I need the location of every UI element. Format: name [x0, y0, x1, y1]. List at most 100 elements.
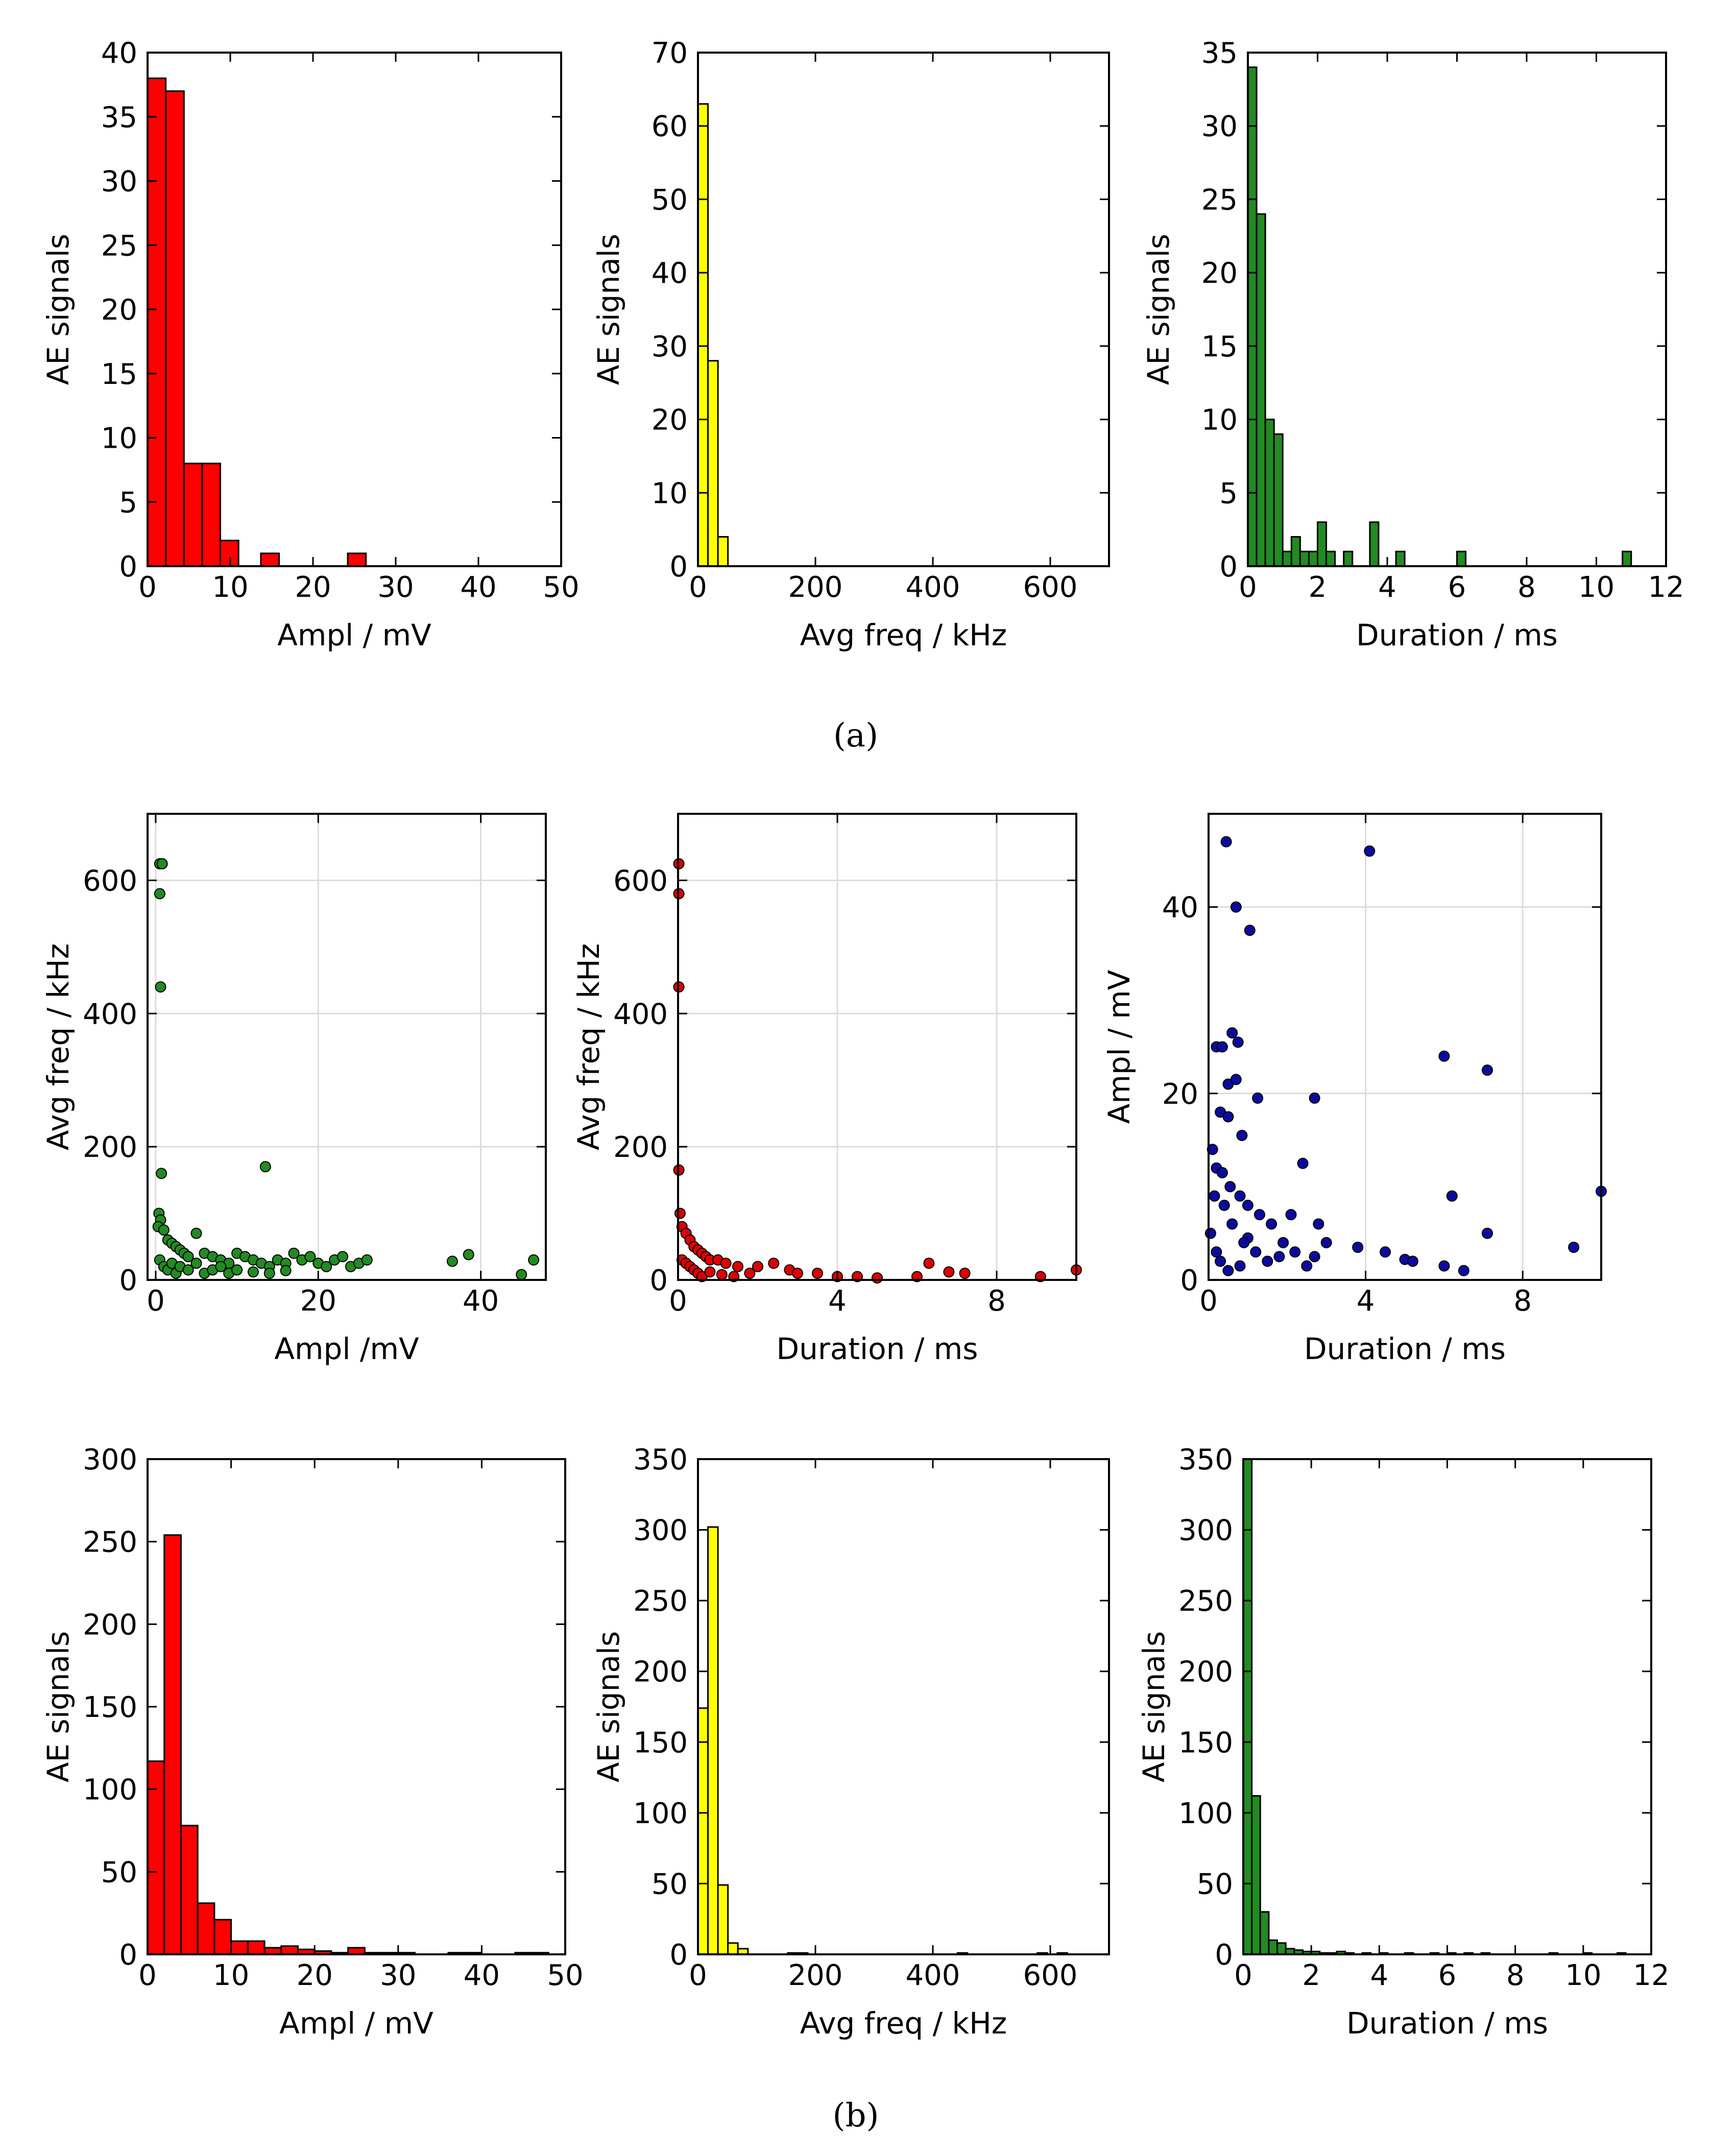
chart-b1-xlabel: Ampl /mV: [274, 1331, 419, 1366]
chart-b6-xtick-label-6: 12: [1633, 1959, 1669, 1992]
chart-b2-point-27: [959, 1267, 971, 1279]
chart-b5-ytick-label-1: 50: [652, 1868, 688, 1901]
panel-b5: 0 200 400 600 0 50 100 150 200 250 300 350 Avg freq …: [591, 1443, 1110, 2041]
chart-b3-point-54: [1273, 1251, 1285, 1263]
chart-b1-point-32: [321, 1261, 332, 1272]
chart-b3-point-27: [1313, 1218, 1324, 1230]
chart-b5-ytick-label-7: 350: [633, 1443, 688, 1476]
chart-b6-ytick-label-7: 350: [1178, 1443, 1233, 1476]
chart-b2-point-36: [704, 1266, 716, 1278]
chart-b5-bar-0: [697, 1707, 709, 1955]
chart-b4-bar-4: [213, 1919, 232, 1955]
chart-b1-ytick-label-3: 600: [83, 864, 137, 898]
chart-a2-bar-1: [707, 360, 719, 567]
chart-b3-point-26: [1285, 1209, 1297, 1221]
chart-b5-ytick-label-3: 150: [633, 1726, 688, 1759]
chart-a3-ytick-label-1: 5: [1219, 477, 1238, 510]
chart-b6-xtick-label-1: 2: [1302, 1959, 1320, 1992]
chart-a3-bar-10: [1343, 550, 1354, 567]
chart-b4-xtick-label-3: 30: [380, 1959, 416, 1992]
chart-a2-xtick-label-1: 200: [788, 571, 843, 604]
chart-b4-bar-5: [230, 1940, 249, 1955]
chart-b1-point-9: [158, 1224, 170, 1236]
chart-b3-point-39: [1277, 1237, 1289, 1248]
chart-a2-ytick-label-6: 60: [652, 110, 688, 143]
chart-b6-ytick-label-1: 50: [1197, 1868, 1233, 1901]
chart-b3-point-24: [1253, 1209, 1265, 1221]
chart-b2-frame: [677, 813, 1077, 1281]
chart-b1-point-37: [361, 1254, 373, 1266]
chart-a1-ytick-label-0: 0: [119, 550, 137, 584]
chart-b3-point-21: [1224, 1181, 1236, 1193]
chart-a3-ytick-label-5: 25: [1201, 183, 1238, 216]
chart-b1-point-4: [156, 1168, 167, 1179]
chart-a3-ytick-label-3: 15: [1201, 330, 1238, 364]
chart-b1-point-28: [288, 1247, 300, 1259]
chart-a1-bar-3: [201, 463, 222, 567]
chart-b1-point-40: [516, 1269, 527, 1280]
chart-b6-xtick-label-5: 10: [1565, 1959, 1601, 1992]
chart-a2-frame: [697, 52, 1110, 567]
chart-b1-ytick-label-2: 400: [83, 998, 137, 1031]
chart-a3-ytick-label-4: 20: [1201, 257, 1238, 290]
chart-b3-point-53: [1234, 1260, 1246, 1272]
chart-b5-xtick-label-2: 400: [906, 1959, 960, 1992]
chart-b6-bar-4: [1276, 1942, 1287, 1955]
chart-a1-ytick-label-6: 30: [101, 165, 137, 199]
chart-b2-ytick-label-3: 600: [613, 864, 668, 898]
chart-a2-ylabel: AE signals: [591, 234, 626, 385]
chart-b2-xtick-label-1: 4: [828, 1285, 847, 1318]
chart-b2-xlabel: Duration / ms: [776, 1331, 978, 1366]
chart-b2-ytick-label-1: 200: [613, 1131, 668, 1164]
chart-b4-bar-0: [147, 1760, 165, 1955]
chart-b6-bar-0: [1242, 1458, 1253, 1955]
chart-b3-point-55: [1301, 1260, 1313, 1272]
chart-b2-point-16: [752, 1261, 763, 1272]
chart-b2-point-37: [716, 1269, 728, 1280]
chart-b5-xtick-label-0: 0: [689, 1959, 707, 1992]
chart-b1-point-49: [190, 1257, 202, 1269]
chart-a3-ytick-label-6: 30: [1201, 110, 1238, 143]
chart-b3-ytick-label-0: 0: [1180, 1264, 1198, 1297]
chart-b4-ytick-label-3: 150: [83, 1691, 137, 1724]
chart-a1-ylabel: AE signals: [41, 234, 76, 385]
chart-b4-xtick-label-4: 40: [464, 1959, 500, 1992]
chart-b4-xtick-label-0: 0: [138, 1959, 157, 1992]
chart-a1-ytick-label-5: 25: [101, 229, 137, 262]
chart-b6-ytick-label-4: 200: [1178, 1656, 1233, 1689]
chart-b6-bar-3: [1268, 1939, 1279, 1955]
chart-a1-xtick-label-5: 50: [543, 571, 579, 604]
chart-b4-ytick-label-4: 200: [83, 1608, 137, 1641]
chart-a1-ytick-label-1: 5: [119, 486, 137, 519]
chart-b6-ytick-label-5: 250: [1178, 1585, 1233, 1618]
chart-a1-ytick-label-2: 10: [101, 422, 137, 455]
chart-b4-ylabel: AE signals: [41, 1631, 76, 1783]
chart-b5-ylabel: AE signals: [591, 1631, 626, 1783]
chart-a3-xtick-label-5: 10: [1578, 571, 1614, 604]
chart-a1-xtick-label-0: 0: [138, 571, 157, 604]
chart-a1-ytick-label-8: 40: [101, 37, 137, 70]
chart-b3-point-2: [1230, 901, 1242, 913]
chart-a1-bar-0: [147, 77, 167, 567]
chart-a3-xtick-label-2: 4: [1378, 571, 1396, 604]
chart-b2-xtick-label-0: 0: [669, 1285, 687, 1318]
chart-a3-bar-12: [1395, 550, 1406, 567]
chart-b1-point-30: [304, 1251, 316, 1263]
chart-b3-ylabel: Ampl / mV: [1102, 970, 1137, 1124]
chart-b2-point-26: [943, 1266, 955, 1278]
chart-b3-point-17: [1297, 1157, 1309, 1169]
chart-a1-xtick-label-4: 40: [460, 571, 496, 604]
chart-a2-ytick-label-0: 0: [669, 550, 688, 584]
chart-b3-point-33: [1407, 1255, 1418, 1267]
chart-b4-xtick-label-2: 20: [297, 1959, 333, 1992]
chart-b5-bar-3: [727, 1942, 739, 1955]
chart-b3-point-36: [1568, 1242, 1580, 1253]
chart-b3-point-50: [1211, 1246, 1222, 1258]
chart-b3-point-42: [1320, 1237, 1332, 1248]
chart-b3-ytick-label-2: 40: [1162, 891, 1198, 925]
chart-b2-point-15: [732, 1261, 743, 1272]
chart-b3-point-41: [1309, 1251, 1320, 1263]
chart-b1-xtick-label-2: 40: [463, 1285, 499, 1318]
chart-a3-bar-5: [1290, 536, 1301, 567]
chart-a1-xtick-label-1: 10: [212, 571, 248, 604]
